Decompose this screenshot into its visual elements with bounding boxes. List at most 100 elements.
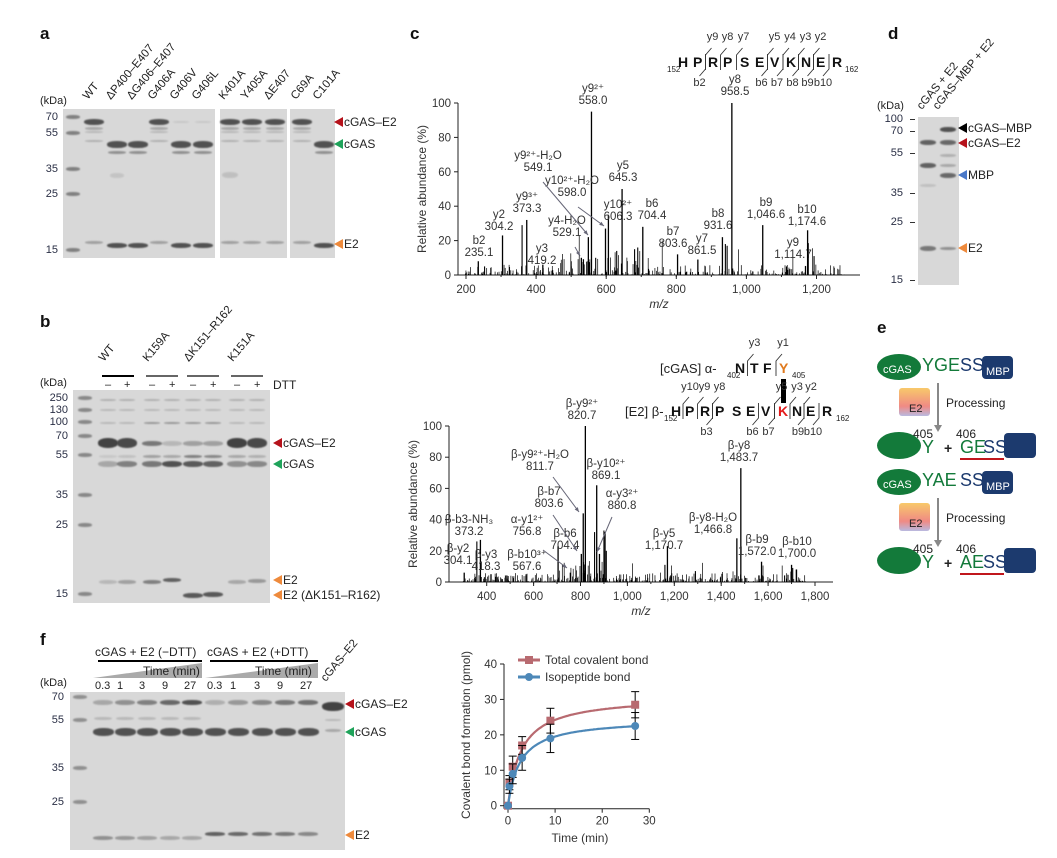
gel-band bbox=[119, 409, 135, 411]
x-axis-label: m/z bbox=[631, 604, 650, 618]
gel-band bbox=[204, 454, 222, 458]
cgas-label: cGAS bbox=[283, 457, 315, 471]
dtt-minus: – bbox=[105, 379, 112, 391]
kda-marker: 70 bbox=[55, 430, 68, 442]
gel-band bbox=[98, 461, 118, 467]
cgas-e2-label: cGAS–E2 bbox=[968, 136, 1021, 150]
arrowhead-icon bbox=[583, 230, 588, 235]
peak-ion-label: b6 bbox=[646, 198, 659, 210]
mbp-box bbox=[1004, 548, 1036, 573]
b-ion-label: b2 bbox=[693, 77, 706, 89]
gel-band bbox=[182, 699, 202, 705]
peak-mz-label: 1,700.0 bbox=[778, 548, 816, 560]
peak-ion-label: b7 bbox=[667, 226, 680, 238]
gel-band bbox=[243, 140, 261, 142]
mbp-box bbox=[1004, 433, 1036, 458]
annotation-arrow bbox=[552, 476, 580, 513]
dtt-plus: + bbox=[124, 379, 131, 391]
gel-band bbox=[228, 832, 248, 836]
time-point: 9 bbox=[277, 680, 284, 692]
x-tick-label: 1,000 bbox=[732, 284, 761, 296]
gel-band bbox=[203, 440, 223, 446]
gel-band bbox=[128, 140, 148, 148]
x-axis-label: m/z bbox=[649, 297, 668, 311]
b-ion-label: b10 bbox=[803, 426, 823, 438]
b-ion-label: b7 bbox=[770, 77, 784, 89]
e2-truncated-arrow-icon bbox=[273, 590, 282, 600]
dtt-minus: – bbox=[234, 379, 241, 391]
dtt-plus: + bbox=[254, 379, 261, 391]
gel-band bbox=[204, 728, 226, 736]
y-ion-label: y8 bbox=[721, 31, 734, 43]
gel-band bbox=[93, 836, 113, 840]
gel-band bbox=[183, 440, 203, 446]
peak-ion-label: y10²⁺-H₂O bbox=[545, 175, 599, 187]
peak-ion-label: y10²⁺ bbox=[604, 199, 632, 211]
group-bar bbox=[231, 375, 263, 377]
time-point: 27 bbox=[300, 680, 313, 692]
gel-band bbox=[315, 150, 333, 154]
gel-band bbox=[117, 461, 137, 467]
panel-label-f: f bbox=[40, 630, 46, 649]
residue-406: 406 bbox=[956, 542, 977, 556]
y-ion-label: y5 bbox=[768, 31, 781, 43]
time-point: 27 bbox=[184, 680, 197, 692]
marker-tick bbox=[910, 153, 915, 154]
y-ion-label: y3 bbox=[791, 381, 803, 393]
kda-marker: 15 bbox=[55, 588, 68, 600]
kda-marker: 70 bbox=[890, 125, 903, 137]
gel-band bbox=[325, 719, 341, 721]
time-label: Time (min) bbox=[143, 664, 200, 678]
residue: R bbox=[708, 54, 719, 70]
fit-curve-0 bbox=[506, 705, 636, 806]
group-bar bbox=[101, 375, 134, 377]
cgas-e2-arrow-icon bbox=[273, 438, 282, 448]
gel-band bbox=[940, 246, 956, 250]
gel-band bbox=[137, 836, 157, 840]
peak-ion-label: β-b3-NH₃ bbox=[445, 514, 494, 526]
peak-ion-label: y9²⁺-H₂O bbox=[514, 150, 562, 162]
x-tick-label: 400 bbox=[477, 591, 496, 603]
gel-band bbox=[222, 172, 238, 178]
residue: R bbox=[700, 403, 711, 419]
y-axis-label: Covalent bond formation (pmol) bbox=[459, 651, 473, 819]
dtt-minus: – bbox=[190, 379, 197, 391]
product-blue: SS bbox=[983, 437, 1008, 457]
gel-band bbox=[66, 167, 80, 171]
x-tick-label: 1,600 bbox=[754, 591, 783, 603]
residue: K bbox=[778, 403, 789, 419]
fragment-bracket bbox=[789, 396, 797, 419]
peak-ion-label: β-y9²⁺ bbox=[566, 398, 599, 410]
residue-y: Y bbox=[922, 552, 935, 572]
gel-band bbox=[164, 422, 180, 424]
peak-mz-label: 419.2 bbox=[528, 255, 557, 267]
peak-ion-label: b2 bbox=[473, 235, 486, 247]
cleavage-underline bbox=[960, 458, 1004, 460]
y-ion-label: y5 bbox=[775, 381, 788, 393]
gel-band bbox=[78, 434, 92, 438]
fragment-bracket bbox=[720, 47, 727, 70]
gel-band bbox=[275, 699, 295, 705]
gel-band bbox=[221, 131, 239, 133]
group-label: cGAS + E2 (−DTT) bbox=[95, 645, 197, 659]
gel-band bbox=[161, 716, 179, 720]
y-tick-label: 40 bbox=[438, 201, 451, 213]
gel-band bbox=[172, 150, 190, 154]
arrow-head-icon bbox=[934, 540, 942, 547]
gel-band bbox=[99, 580, 117, 584]
sequence-green: YGE bbox=[922, 355, 961, 375]
kda-marker: 100 bbox=[884, 113, 903, 125]
fragment-bracket bbox=[682, 396, 690, 419]
gel-band bbox=[185, 422, 201, 424]
b-ion-label: b3 bbox=[700, 426, 713, 438]
gel-band bbox=[110, 172, 124, 178]
residue: N bbox=[801, 54, 812, 70]
group-bar bbox=[187, 375, 219, 377]
data-point-circle bbox=[518, 753, 527, 762]
gel-band bbox=[94, 716, 112, 720]
gel-band bbox=[119, 422, 135, 424]
kda-marker: 35 bbox=[890, 187, 903, 199]
residue: R bbox=[832, 54, 843, 70]
peak-mz-label: 529.1 bbox=[553, 227, 582, 239]
x-tick-label: 1,800 bbox=[801, 591, 830, 603]
